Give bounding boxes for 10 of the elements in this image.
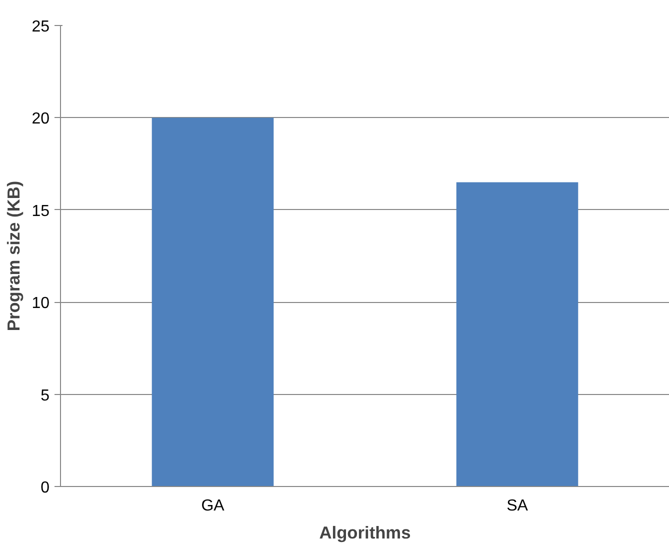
- y-tick-label: 0: [40, 480, 50, 496]
- x-tick-label: GA: [201, 498, 225, 514]
- y-axis-title: Program size (KB): [4, 180, 24, 332]
- y-tick-label: 10: [32, 295, 50, 312]
- y-tick-label: 25: [32, 18, 50, 36]
- y-tick-label: 5: [40, 387, 50, 404]
- y-tick-label: 20: [32, 110, 50, 128]
- y-tick-label: 15: [32, 202, 50, 220]
- x-tick-label: SA: [506, 498, 528, 514]
- x-axis-title: Algorithms: [319, 522, 411, 542]
